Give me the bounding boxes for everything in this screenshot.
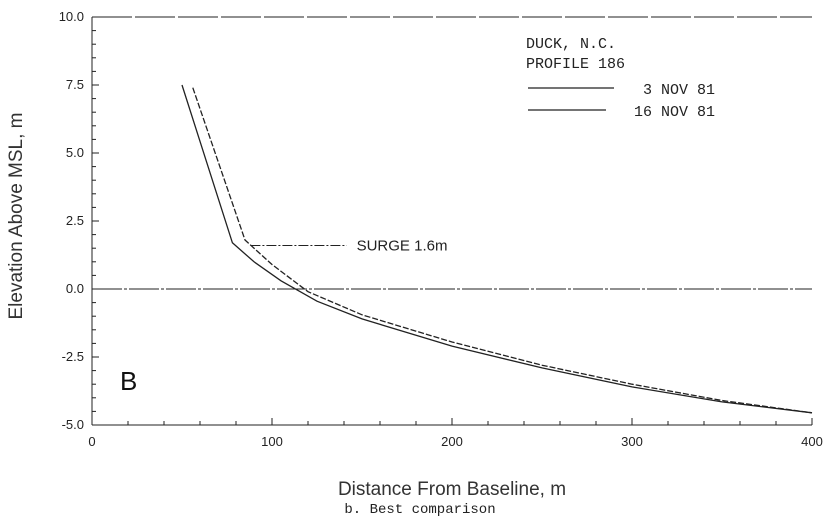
x-tick-label: 200 [441,434,463,449]
surge-annotation: SURGE 1.6m [250,237,447,254]
x-tick-label: 0 [88,434,95,449]
x-tick-label: 100 [261,434,283,449]
chart: -5.0 -2.5 0.0 2.5 5.0 7.5 10.0 0 100 200 300 400 DU… [6,9,823,500]
x-axis-label: Distance From Baseline, m [338,479,566,500]
y-tick-label: 5.0 [66,145,84,160]
legend-label-series-2: 16 NOV 81 [634,104,715,121]
panel-label: B [120,366,137,396]
x-tick-label: 400 [801,434,823,449]
y-tick-label: 2.5 [66,213,84,228]
legend-title-profile: PROFILE 186 [526,56,625,73]
y-tick-label: 10.0 [59,9,84,24]
y-tick-label: -5.0 [62,417,84,432]
legend: DUCK, N.C. PROFILE 186 3 NOV 81 16 NOV 8… [526,36,715,121]
y-tick-label: -2.5 [62,349,84,364]
x-tick-label: 300 [621,434,643,449]
figure-caption: b. Best comparison [344,502,496,518]
y-axis-label: Elevation Above MSL, m [6,113,27,320]
series-line-1 [192,87,813,414]
surge-label: SURGE 1.6m [357,237,448,254]
legend-title-location: DUCK, N.C. [526,36,616,53]
y-tick-label: 0.0 [66,281,84,296]
y-tick-label: 7.5 [66,77,84,92]
series-line-2 [181,84,813,414]
legend-label-series-1: 3 NOV 81 [643,82,715,99]
